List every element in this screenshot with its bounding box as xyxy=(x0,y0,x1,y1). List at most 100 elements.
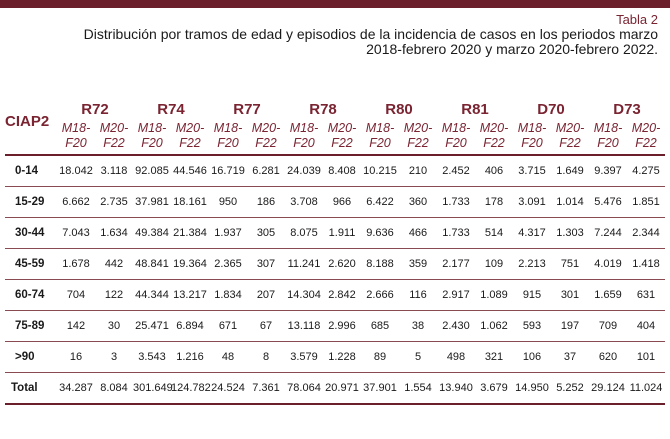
period-line: F22 xyxy=(483,136,505,150)
table-cell: 2.842 xyxy=(328,289,356,301)
table-cell: 2.365 xyxy=(214,258,242,270)
code-header: D73 xyxy=(613,101,641,118)
table-cell: 305 xyxy=(256,227,276,239)
table-cell: 3.118 xyxy=(100,165,128,177)
table-cell: 1.659 xyxy=(594,289,622,301)
table-cell: 442 xyxy=(104,258,124,270)
table-cell: 1.303 xyxy=(556,227,584,239)
table-cell: 116 xyxy=(409,289,427,301)
table-cell: 48 xyxy=(221,351,235,363)
table-cell: 10.215 xyxy=(363,165,397,177)
table-cell: 11.241 xyxy=(287,258,321,270)
period-header-m20-f22: M20- F22 xyxy=(247,118,285,155)
table-cell: 1.216 xyxy=(176,351,204,363)
period-line: F20 xyxy=(217,136,239,150)
age-group-label: 30-44 xyxy=(15,227,45,239)
age-group-label: 0-14 xyxy=(15,165,39,177)
table-cell: 514 xyxy=(484,227,504,239)
period-header-row: M18- F20 M20- F22 M18- F20 M20- F22 M18- F20 M20- F… xyxy=(5,118,665,155)
table-cell: 1.851 xyxy=(632,196,660,208)
table-row: 30-44 7.043 1.634 49.384 21.384 1.937 305 8.075… xyxy=(5,218,665,249)
table-cell: 78.064 xyxy=(287,382,321,394)
ciap2-header: CIAP2 xyxy=(5,112,50,130)
table-cell: 8 xyxy=(262,351,270,363)
table-cell: 3.708 xyxy=(290,196,318,208)
table-cell: 1.554 xyxy=(404,382,432,394)
period-line: M20- xyxy=(99,121,129,135)
table-cell: 307 xyxy=(256,258,276,270)
table-cell: 406 xyxy=(484,165,504,177)
table-cell: 631 xyxy=(636,289,656,301)
table-cell: 915 xyxy=(522,289,542,301)
period-header-m18-f20: M18- F20 xyxy=(513,118,551,155)
table-cell: 106 xyxy=(522,351,542,363)
period-line: F20 xyxy=(293,136,315,150)
table-cell: 2.996 xyxy=(328,320,356,332)
table-cell: 2.620 xyxy=(328,258,356,270)
table-cell: 21.384 xyxy=(173,227,207,239)
table-cell: 3 xyxy=(110,351,118,363)
table-cell: 2.213 xyxy=(518,258,546,270)
age-group-label: 15-29 xyxy=(15,196,45,208)
table-cell: 210 xyxy=(408,165,428,177)
table-cell: 1.937 xyxy=(214,227,242,239)
code-header: R74 xyxy=(157,101,185,118)
age-group-label: 45-59 xyxy=(15,258,45,270)
table-cell: 2.735 xyxy=(100,196,128,208)
table-cell: 751 xyxy=(560,258,580,270)
table-cell: 25.471 xyxy=(135,320,169,332)
table-cell: 11.024 xyxy=(629,382,663,394)
period-header-m20-f22: M20- F22 xyxy=(323,118,361,155)
period-line: M18- xyxy=(137,121,167,135)
table-row: 15-29 6.662 2.735 37.981 18.161 950 186 3.708 96… xyxy=(5,187,665,218)
table-cell: 38 xyxy=(411,320,425,332)
period-line: M18- xyxy=(593,121,623,135)
table-cell: 4.275 xyxy=(632,165,660,177)
table-cell: 1.418 xyxy=(632,258,660,270)
period-line: F22 xyxy=(103,136,125,150)
table-cell: 1.834 xyxy=(214,289,242,301)
table-cell: 8.408 xyxy=(328,165,356,177)
table-cell: 3.543 xyxy=(138,351,166,363)
table-cell: 16 xyxy=(69,351,83,363)
table-row: 75-89 142 30 25.471 6.894 671 67 13.118 2.996 685… xyxy=(5,311,665,342)
period-line: M20- xyxy=(479,121,509,135)
period-header-m18-f20: M18- F20 xyxy=(361,118,399,155)
table-cell: 593 xyxy=(522,320,542,332)
top-accent-bar xyxy=(0,0,670,8)
table-cell: 966 xyxy=(332,196,352,208)
period-line: M18- xyxy=(517,121,547,135)
table-row: 45-59 1.678 442 48.841 19.364 2.365 307 11.241 2… xyxy=(5,249,665,280)
period-line: F20 xyxy=(141,136,163,150)
table-cell: 5.252 xyxy=(556,382,584,394)
table-cell: 6.662 xyxy=(62,196,90,208)
period-header-m18-f20: M18- F20 xyxy=(57,118,95,155)
period-header-m18-f20: M18- F20 xyxy=(285,118,323,155)
table-caption: Tabla 2 Distribución por tramos de edad … xyxy=(58,12,658,57)
table-cell: 2.344 xyxy=(632,227,660,239)
table-cell: 6.894 xyxy=(176,320,204,332)
table-cell: 9.636 xyxy=(366,227,394,239)
period-header-m20-f22: M20- F22 xyxy=(475,118,513,155)
table-cell: 13.217 xyxy=(173,289,207,301)
table-cell: 3.679 xyxy=(480,382,508,394)
table-cell: 4.317 xyxy=(518,227,546,239)
table-cell: 4.019 xyxy=(594,258,622,270)
total-row: Total 34.287 8.084 301.649 124.782 24.524 7.36… xyxy=(5,373,665,404)
table-row: >90 16 3 3.543 1.216 48 8 3.579 1.228 89 5 498 321 10… xyxy=(5,342,665,373)
table-cell: 16.719 xyxy=(211,165,245,177)
table-cell: 24.524 xyxy=(211,382,245,394)
age-group-label: 75-89 xyxy=(15,320,45,332)
period-line: M18- xyxy=(61,121,91,135)
age-group-label: 60-74 xyxy=(15,289,45,301)
table-cell: 5 xyxy=(414,351,422,363)
code-header: R77 xyxy=(233,101,261,118)
table-cell: 1.062 xyxy=(480,320,508,332)
table-cell: 101 xyxy=(636,351,656,363)
table-number: Tabla 2 xyxy=(616,12,658,27)
age-group-label: Total xyxy=(11,382,38,394)
table-cell: 709 xyxy=(598,320,618,332)
table-cell: 197 xyxy=(560,320,580,332)
table-cell: 44.546 xyxy=(173,165,207,177)
table-cell: 2.917 xyxy=(442,289,470,301)
